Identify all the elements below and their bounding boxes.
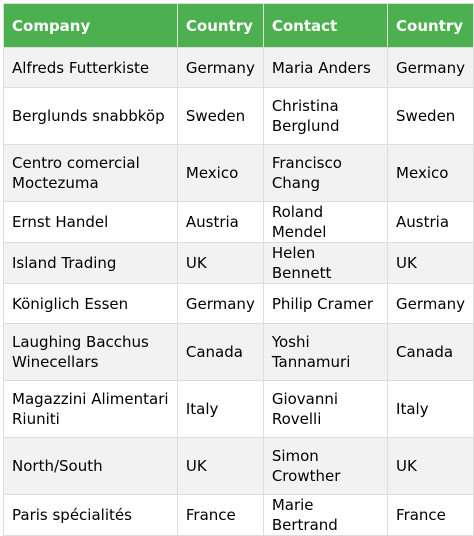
table-row: Centro comercial Moctezuma Mexico Franci… bbox=[4, 145, 474, 202]
country-cell-2: Germany bbox=[388, 284, 474, 324]
country-cell: Sweden bbox=[177, 88, 263, 145]
table-row: Laughing Bacchus Winecellars Canada Yosh… bbox=[4, 324, 474, 381]
table-row: Magazzini Alimentari Riuniti Italy Giova… bbox=[4, 381, 474, 438]
company-cell: Laughing Bacchus Winecellars bbox=[4, 324, 178, 381]
country-cell-2: Austria bbox=[388, 202, 474, 243]
country-cell-2: France bbox=[388, 495, 474, 536]
header-country-2: Country bbox=[388, 4, 474, 48]
table-row: Berglunds snabbköp Sweden Christina Berg… bbox=[4, 88, 474, 145]
table-row: North/South UK Simon Crowther UK bbox=[4, 438, 474, 495]
country-cell: Germany bbox=[177, 48, 263, 88]
table-row: Ernst Handel Austria Roland Mendel Austr… bbox=[4, 202, 474, 243]
company-cell: Magazzini Alimentari Riuniti bbox=[4, 381, 178, 438]
contact-cell: Philip Cramer bbox=[263, 284, 387, 324]
company-cell: North/South bbox=[4, 438, 178, 495]
country-cell: France bbox=[177, 495, 263, 536]
customers-table-container: Company Country Contact Country Alfreds … bbox=[3, 3, 474, 536]
country-cell-2: Sweden bbox=[388, 88, 474, 145]
country-cell-2: Germany bbox=[388, 48, 474, 88]
country-cell-2: Mexico bbox=[388, 145, 474, 202]
contact-cell: Maria Anders bbox=[263, 48, 387, 88]
company-cell: Island Trading bbox=[4, 243, 178, 284]
company-cell: Centro comercial Moctezuma bbox=[4, 145, 178, 202]
header-contact: Contact bbox=[263, 4, 387, 48]
contact-cell: Christina Berglund bbox=[263, 88, 387, 145]
header-country: Country bbox=[177, 4, 263, 48]
table-row: Island Trading UK Helen Bennett UK bbox=[4, 243, 474, 284]
contact-cell: Simon Crowther bbox=[263, 438, 387, 495]
contact-cell: Marie Bertrand bbox=[263, 495, 387, 536]
company-cell: Alfreds Futterkiste bbox=[4, 48, 178, 88]
country-cell: Germany bbox=[177, 284, 263, 324]
table-row: Königlich Essen Germany Philip Cramer Ge… bbox=[4, 284, 474, 324]
table-header-row: Company Country Contact Country bbox=[4, 4, 474, 48]
company-cell: Königlich Essen bbox=[4, 284, 178, 324]
country-cell-2: Italy bbox=[388, 381, 474, 438]
company-cell: Paris spécialités bbox=[4, 495, 178, 536]
company-cell: Berglunds snabbköp bbox=[4, 88, 178, 145]
contact-cell: Yoshi Tannamuri bbox=[263, 324, 387, 381]
country-cell-2: UK bbox=[388, 438, 474, 495]
company-cell: Ernst Handel bbox=[4, 202, 178, 243]
country-cell: UK bbox=[177, 243, 263, 284]
country-cell: Canada bbox=[177, 324, 263, 381]
country-cell-2: Canada bbox=[388, 324, 474, 381]
contact-cell: Roland Mendel bbox=[263, 202, 387, 243]
contact-cell: Giovanni Rovelli bbox=[263, 381, 387, 438]
country-cell: Austria bbox=[177, 202, 263, 243]
table-row: Paris spécialités France Marie Bertrand … bbox=[4, 495, 474, 536]
customers-table: Company Country Contact Country Alfreds … bbox=[3, 3, 474, 536]
country-cell: Italy bbox=[177, 381, 263, 438]
country-cell-2: UK bbox=[388, 243, 474, 284]
country-cell: UK bbox=[177, 438, 263, 495]
country-cell: Mexico bbox=[177, 145, 263, 202]
header-company: Company bbox=[4, 4, 178, 48]
contact-cell: Helen Bennett bbox=[263, 243, 387, 284]
contact-cell: Francisco Chang bbox=[263, 145, 387, 202]
table-row: Alfreds Futterkiste Germany Maria Anders… bbox=[4, 48, 474, 88]
